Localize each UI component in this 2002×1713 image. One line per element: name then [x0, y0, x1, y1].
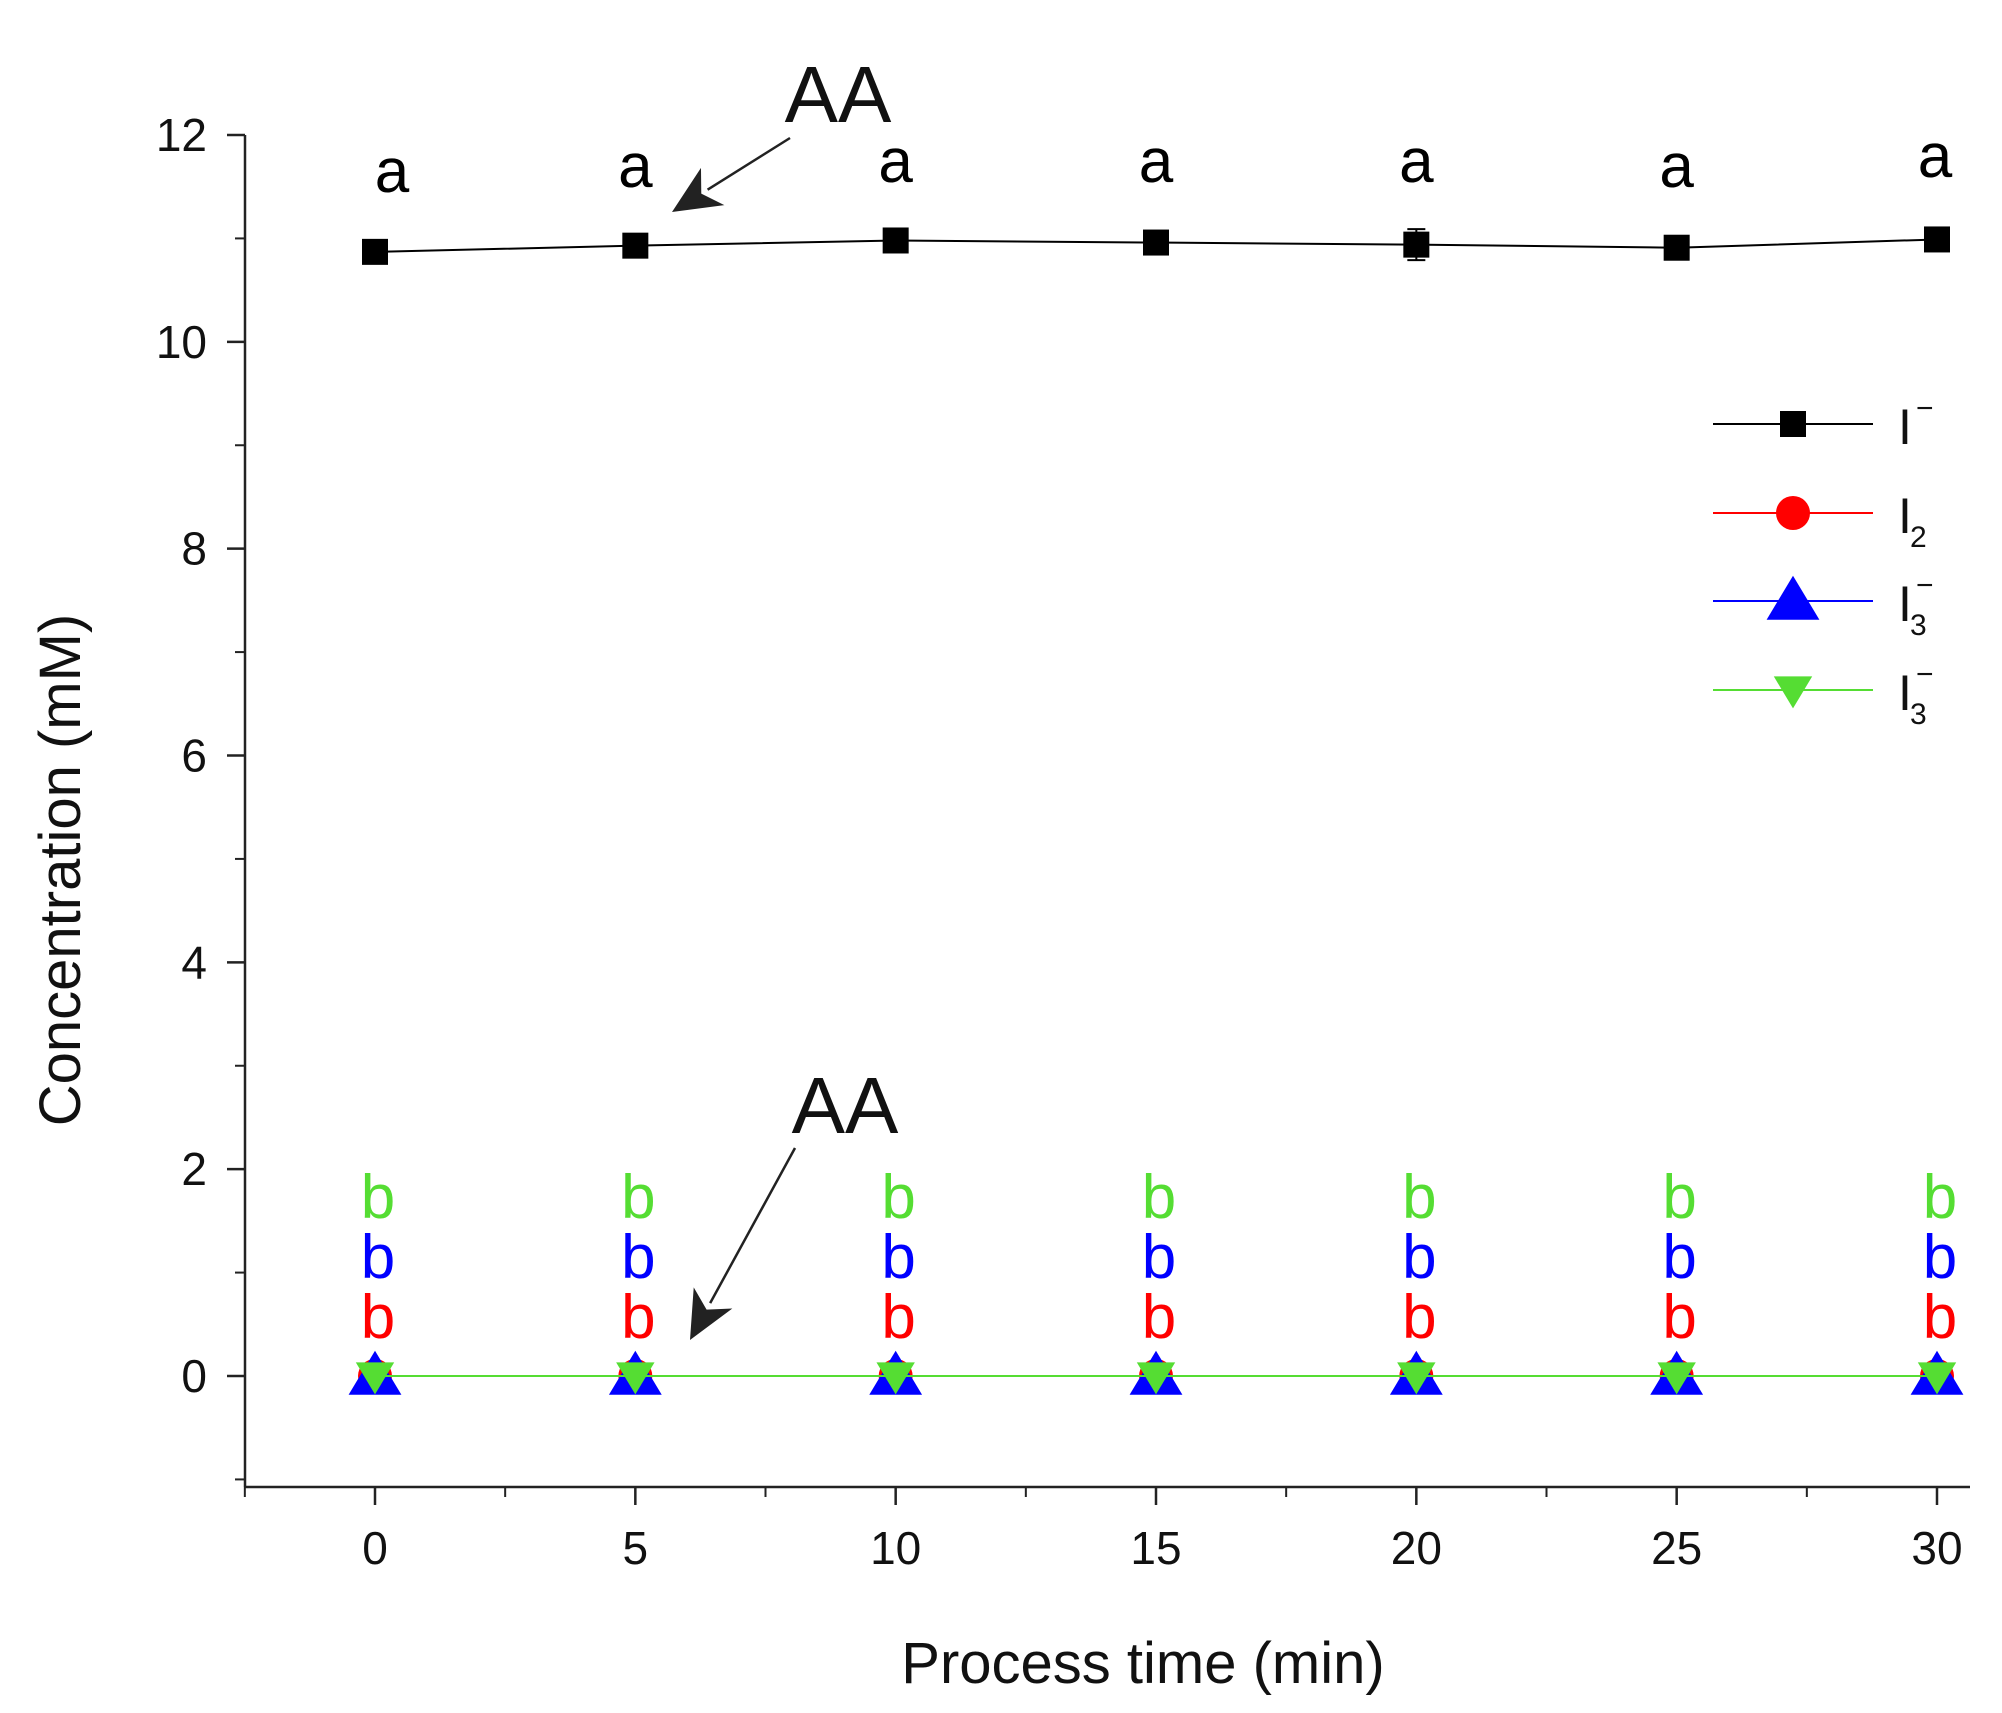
letter-b: b [621, 1223, 655, 1292]
y-axis-title: Concentration (mM) [28, 614, 93, 1126]
annotation-label: AA [792, 1061, 899, 1150]
letter-b: b [881, 1223, 915, 1292]
letter-b: b [621, 1163, 655, 1232]
y-tick-label: 2 [181, 1143, 207, 1195]
marker-triangle-down [1136, 1362, 1176, 1395]
marker-circle [1776, 496, 1810, 530]
x-tick-label: 30 [1911, 1522, 1962, 1574]
letter-b: b [361, 1163, 395, 1232]
series-0 [362, 226, 1950, 265]
letter-b: b [1402, 1283, 1436, 1352]
letter-b: b [621, 1283, 655, 1352]
letter-b: b [361, 1283, 395, 1352]
letter-b: b [1402, 1163, 1436, 1232]
x-tick-label: 5 [623, 1522, 649, 1574]
letter-a: a [1139, 127, 1174, 196]
letter-b: b [1662, 1163, 1696, 1232]
letter-a: a [1918, 122, 1953, 191]
legend-label: I [1898, 488, 1912, 544]
letter-b: b [881, 1283, 915, 1352]
marker-triangle-down [876, 1362, 915, 1395]
legend: I −I2I −3I −3 [1713, 392, 1934, 731]
y-tick-label: 8 [181, 523, 207, 575]
marker-triangle-down [1397, 1362, 1436, 1395]
letter-b: b [361, 1223, 395, 1292]
letter-b: b [1923, 1283, 1957, 1352]
letter-b: b [881, 1163, 915, 1232]
letter-b: b [1142, 1163, 1176, 1232]
letter-a: a [1399, 127, 1434, 196]
series-layer [348, 226, 1964, 1395]
annotations: AA AA [672, 50, 899, 1340]
y-tick-label: 0 [181, 1350, 207, 1402]
y-tick-label: 6 [181, 730, 207, 782]
marker-square [622, 232, 649, 259]
letter-a: a [375, 137, 410, 206]
marker-triangle-down [355, 1362, 395, 1395]
y-tick-label: 12 [156, 109, 207, 161]
marker-triangle-down [1657, 1362, 1696, 1395]
marker-triangle-down [616, 1362, 655, 1395]
legend-superscript: − [1916, 569, 1934, 602]
letter-b: b [1923, 1163, 1957, 1232]
x-tick-label: 15 [1130, 1522, 1181, 1574]
letter-b: b [1662, 1223, 1696, 1292]
letter-b: b [1402, 1223, 1436, 1292]
axes: 0 2 4 6 8 10 12 0 5 10 15 20 25 30 [156, 109, 1970, 1574]
series-3 [355, 1362, 1957, 1395]
x-axis-title: Process time (min) [901, 1631, 1384, 1696]
marker-triangle-down [1773, 676, 1813, 709]
marker-square [362, 238, 388, 265]
letter-a: a [1659, 132, 1694, 201]
letter-b: b [1142, 1223, 1176, 1292]
marker-square [1663, 234, 1690, 261]
legend-item-0: I − [1713, 392, 1934, 455]
marker-square [882, 227, 909, 254]
arrow-shaft [709, 1147, 797, 1304]
marker-square [1924, 226, 1950, 253]
x-tick-label: 10 [870, 1522, 921, 1574]
annotation-arrow [672, 136, 791, 212]
marker-square [1403, 231, 1430, 258]
letter-b: b [1923, 1223, 1957, 1292]
letter-a: a [618, 132, 653, 201]
legend-label: I [1898, 665, 1912, 721]
legend-item-1: I2 [1713, 488, 1927, 554]
legend-item-2: I − 3 [1713, 569, 1934, 642]
x-tick-label: 0 [362, 1522, 388, 1574]
letter-a: a [878, 127, 913, 196]
arrow-head [690, 1287, 733, 1340]
legend-item-3: I − 3 [1713, 658, 1934, 731]
y-tick-label: 10 [156, 316, 207, 368]
arrow-head [672, 167, 725, 212]
annotation-label: AA [785, 50, 892, 139]
letter-b: b [1662, 1283, 1696, 1352]
marker-square [1780, 411, 1806, 437]
annotation-arrow [690, 1147, 797, 1340]
marker-square [1143, 229, 1169, 256]
legend-subscript: 2 [1910, 521, 1927, 554]
legend-label: I [1898, 399, 1912, 455]
letter-b: b [1142, 1283, 1176, 1352]
legend-subscript: 3 [1910, 609, 1927, 642]
legend-subscript: 3 [1910, 698, 1927, 731]
legend-label: I [1898, 576, 1912, 632]
marker-triangle-up [1766, 575, 1820, 620]
x-tick-label: 25 [1651, 1522, 1702, 1574]
x-tick-label: 20 [1391, 1522, 1442, 1574]
marker-triangle-down [1917, 1362, 1957, 1395]
y-tick-label: 4 [181, 936, 207, 988]
legend-superscript: − [1916, 392, 1934, 425]
arrow-shaft [706, 136, 791, 191]
legend-superscript: − [1916, 658, 1934, 691]
